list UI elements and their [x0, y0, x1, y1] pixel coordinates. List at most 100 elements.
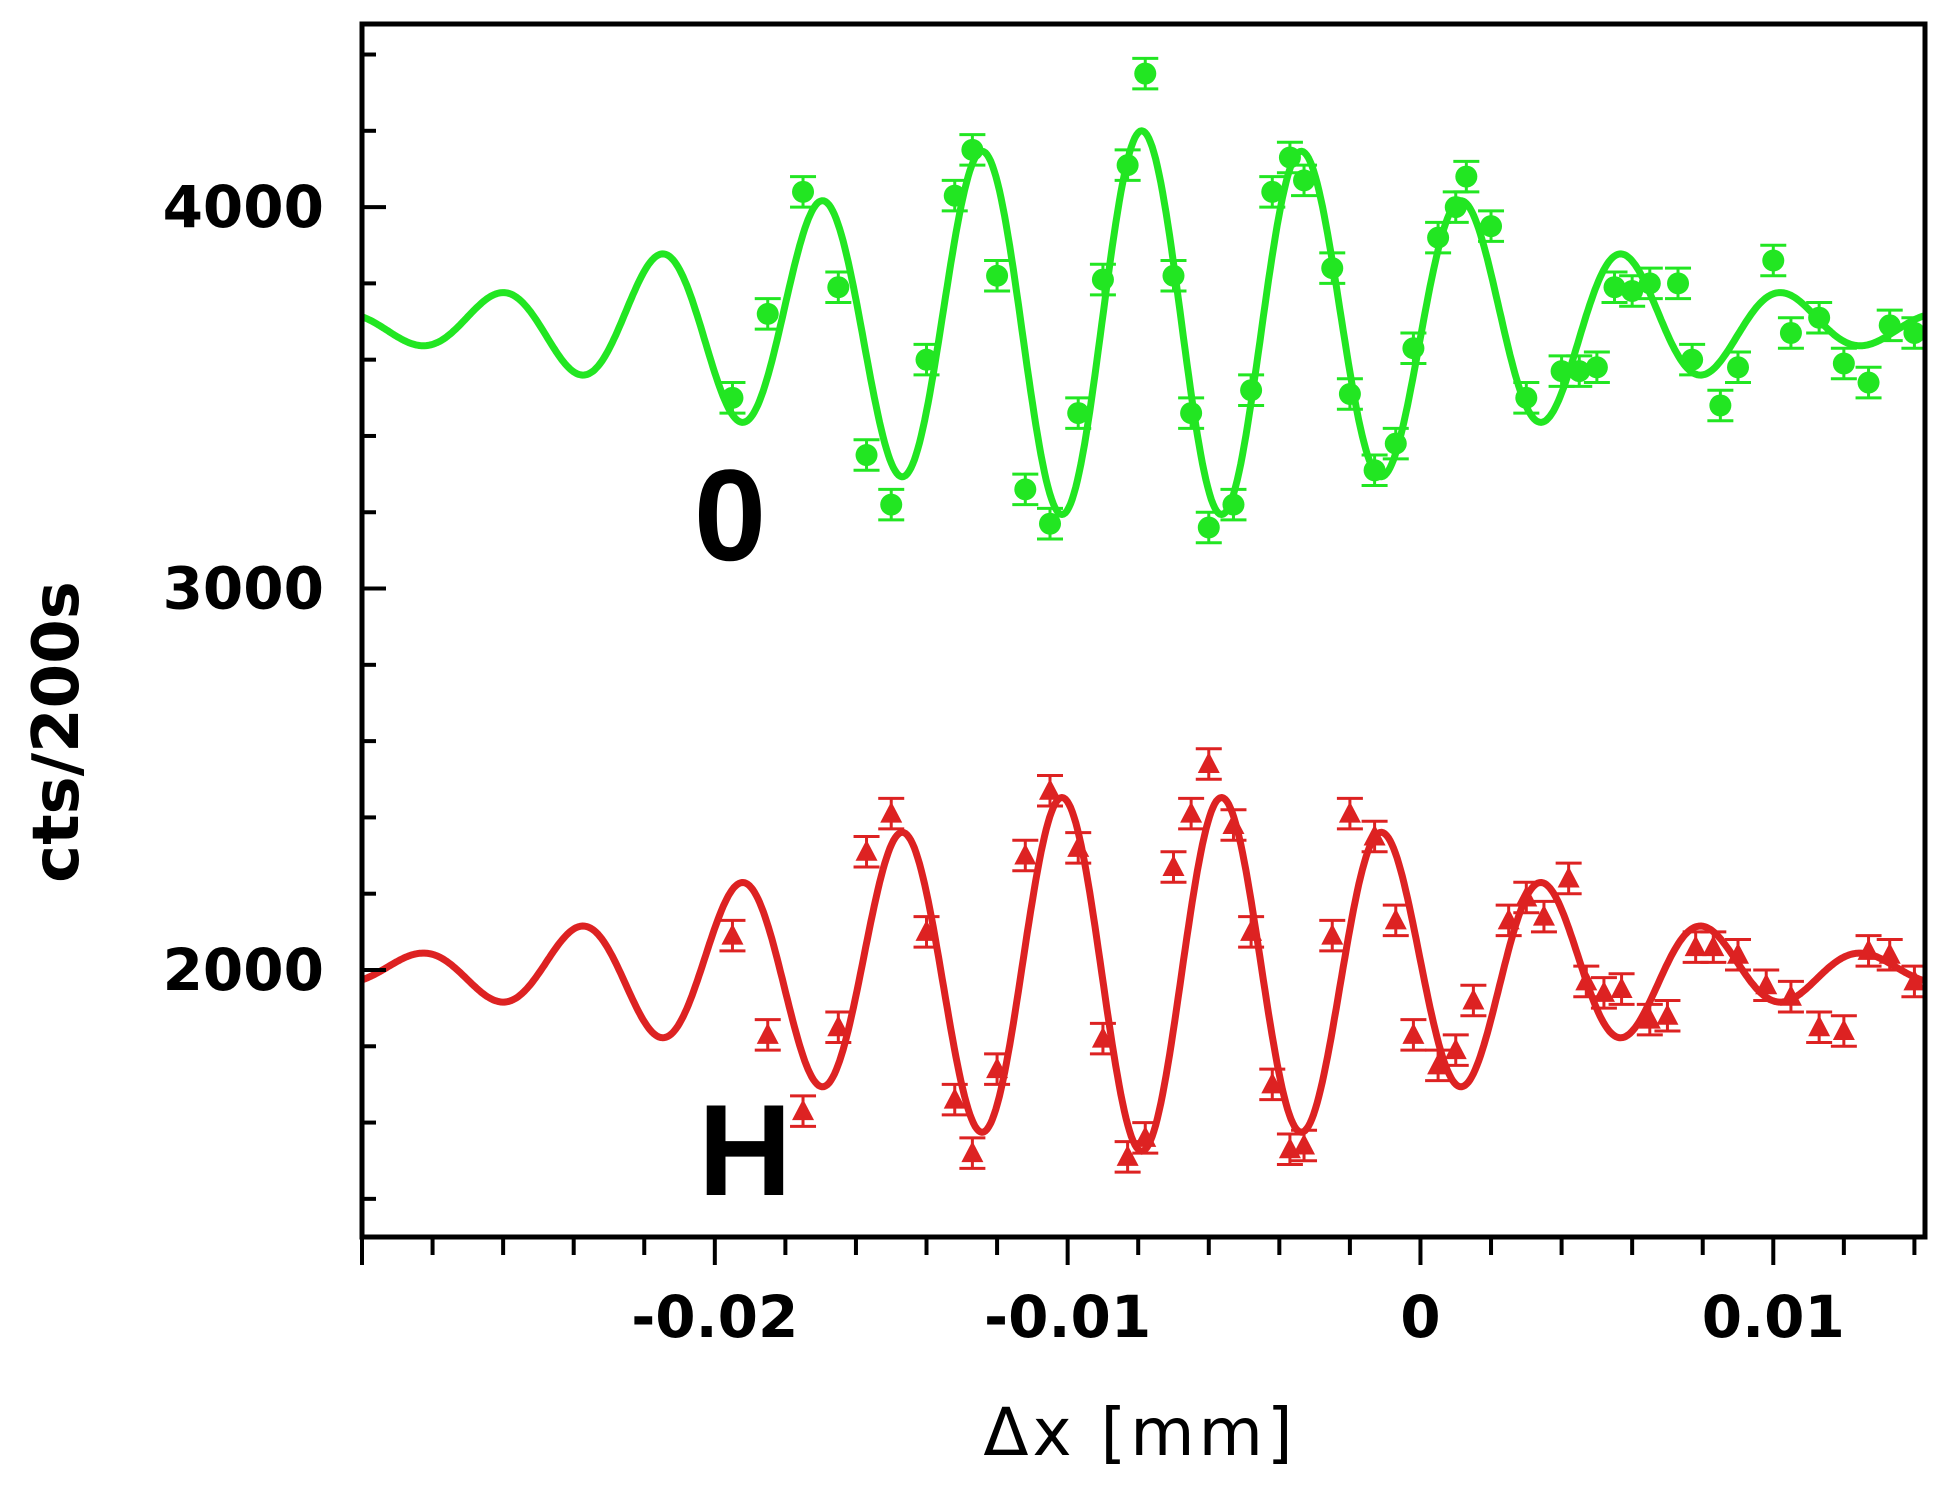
data-point-h [1806, 1010, 1833, 1044]
point-marker-triangle [1039, 778, 1062, 800]
point-marker-circle [1455, 165, 1478, 188]
data-point-h [1425, 1048, 1452, 1083]
data-point-o [1453, 159, 1480, 194]
point-marker-triangle [1134, 1125, 1157, 1147]
y-tick-label: 4000 [163, 173, 324, 241]
point-marker-triangle [1293, 1133, 1316, 1155]
point-marker-circle [1857, 371, 1880, 394]
data-point-o [1679, 342, 1706, 377]
data-point-h [1336, 796, 1363, 831]
data-point-o [719, 381, 746, 415]
point-marker-circle [1222, 493, 1245, 516]
point-marker-circle [1162, 264, 1185, 287]
data-point-o [984, 258, 1011, 293]
data-point-o [1178, 396, 1205, 430]
point-marker-triangle [1857, 938, 1880, 960]
point-marker-triangle [1222, 813, 1245, 835]
data-point-h [1238, 915, 1265, 949]
point-marker-circle [721, 386, 744, 409]
x-tick-label: 0.01 [1702, 1283, 1845, 1351]
point-marker-circle [1067, 402, 1090, 425]
point-marker-triangle [943, 1087, 966, 1109]
point-marker-triangle [1462, 988, 1485, 1010]
point-marker-circle [1585, 356, 1608, 379]
point-marker-circle [1039, 512, 1062, 535]
data-point-h [1220, 808, 1247, 842]
data-point-h [1089, 1021, 1116, 1056]
fit-curves [360, 127, 1927, 1155]
point-marker-triangle [986, 1057, 1009, 1079]
point-marker-circle [1338, 383, 1361, 406]
data-point-h [1442, 1033, 1469, 1067]
data-point-h [1636, 1002, 1663, 1037]
point-marker-circle [1667, 272, 1690, 295]
data-point-o [1400, 331, 1427, 365]
point-marker-triangle [855, 839, 878, 861]
point-marker-circle [880, 493, 903, 516]
data-point-o [1089, 262, 1116, 297]
point-marker-circle [1832, 352, 1855, 375]
data-point-o [959, 133, 986, 167]
fit-curve-o [360, 127, 1927, 518]
data-point-o [1220, 487, 1247, 522]
point-marker-triangle [1497, 908, 1520, 930]
point-marker-triangle [915, 919, 938, 941]
point-marker-triangle [1684, 935, 1707, 957]
point-marker-triangle [1755, 973, 1778, 995]
data-point-h [1114, 1140, 1141, 1174]
point-marker-circle [1197, 516, 1220, 539]
point-marker-triangle [1363, 824, 1386, 846]
point-marker-circle [1903, 321, 1926, 344]
point-marker-triangle [1116, 1144, 1139, 1166]
data-point-h [1361, 819, 1388, 854]
data-point-o [1760, 243, 1787, 278]
data-point-o [1291, 163, 1318, 198]
point-marker-circle [1321, 257, 1344, 280]
data-point-o [1566, 354, 1593, 388]
data-point-o [1319, 251, 1346, 285]
point-marker-triangle [1427, 1053, 1450, 1075]
data-point-o [1114, 148, 1141, 182]
data-point-o [1855, 365, 1882, 400]
point-marker-triangle [1261, 1072, 1284, 1094]
data-point-o [1478, 209, 1505, 243]
plot-frame [359, 21, 1928, 1240]
data-point-h [1530, 899, 1557, 934]
data-point-o [1238, 373, 1265, 407]
data-point-o [790, 175, 817, 209]
point-marker-triangle [1014, 843, 1037, 865]
point-marker-triangle [1532, 904, 1555, 926]
x-axis-label: Δx [mm] [983, 1394, 1296, 1471]
point-marker-circle [1727, 356, 1750, 379]
point-marker-circle [1681, 348, 1704, 371]
point-marker-circle [915, 348, 938, 371]
point-marker-triangle [1808, 1015, 1831, 1037]
point-marker-circle [792, 180, 815, 203]
point-marker-triangle [1779, 984, 1802, 1006]
point-marker-triangle [756, 1022, 779, 1044]
point-marker-triangle [1384, 908, 1407, 930]
point-marker-circle [1363, 459, 1386, 482]
y-tick-label: 2000 [163, 936, 324, 1004]
data-point-h [1654, 999, 1681, 1033]
point-marker-triangle [1444, 1038, 1467, 1060]
data-point-o [825, 270, 852, 304]
data-point-h [984, 1052, 1011, 1086]
data-point-h [790, 1094, 817, 1128]
point-marker-triangle [1067, 835, 1090, 857]
data-point-o [1707, 388, 1734, 423]
point-marker-circle [1014, 478, 1037, 501]
data-point-h [959, 1136, 986, 1170]
data-point-h [1777, 979, 1804, 1014]
data-point-h [1037, 773, 1064, 808]
point-marker-triangle [1575, 969, 1598, 991]
data-point-o [1876, 308, 1903, 343]
series-h-label: H [698, 1077, 792, 1223]
point-marker-triangle [1702, 935, 1725, 957]
point-marker-circle [1402, 337, 1425, 360]
point-marker-circle [1480, 215, 1503, 238]
point-marker-circle [1568, 360, 1591, 383]
data-point-h [1573, 964, 1600, 999]
data-point-o [1513, 381, 1540, 415]
point-marker-circle [1444, 196, 1467, 219]
